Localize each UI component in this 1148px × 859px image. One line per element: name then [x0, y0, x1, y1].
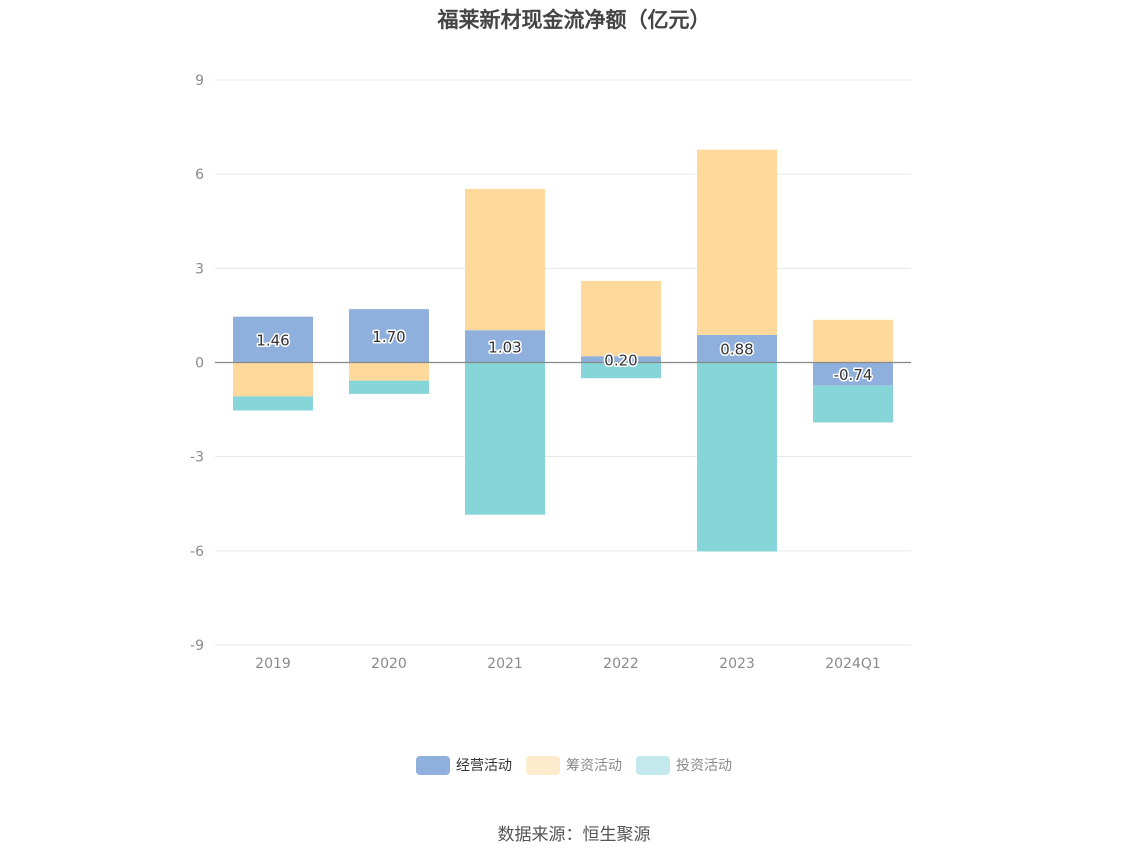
- legend-item-investing[interactable]: 投资活动: [636, 755, 732, 775]
- bar-operating: [813, 362, 893, 386]
- x-tick-label: 2022: [603, 656, 639, 672]
- data-label-operating: 0.20: [604, 351, 637, 369]
- bar-financing: [581, 280, 661, 357]
- chart-svg: 9 6 3 0 -3 -6 -9 2019 2020 2021 2022 2023 2024Q1 1.46…: [190, 73, 911, 672]
- bar-financing: [465, 188, 545, 331]
- x-tick-label: 2021: [487, 656, 523, 672]
- y-tick-label: 3: [195, 261, 204, 277]
- bar-financing: [349, 362, 429, 381]
- legend-swatch-financing: [526, 755, 560, 775]
- data-label-operating: 1.70: [372, 328, 405, 346]
- x-tick-label: 2020: [371, 656, 407, 672]
- data-label-operating: 1.46: [256, 332, 289, 350]
- x-tick-label: 2023: [719, 656, 755, 672]
- data-source: 数据来源：恒生聚源: [497, 825, 651, 845]
- data-label-operating: 0.88: [720, 341, 753, 359]
- legend-label-financing: 筹资活动: [566, 758, 622, 774]
- legend-item-financing[interactable]: 筹资活动: [526, 755, 622, 775]
- y-tick-label: -6: [190, 544, 204, 560]
- bar-financing: [813, 319, 893, 363]
- legend-swatch-investing: [636, 755, 670, 775]
- bar-operating: [581, 356, 661, 363]
- bar-operating: [233, 316, 313, 363]
- data-label-operating: -0.74: [834, 366, 873, 384]
- bar-financing: [697, 149, 777, 335]
- y-tick-label: 6: [195, 167, 204, 183]
- legend-label-investing: 投资活动: [676, 758, 732, 774]
- bar-investing: [581, 362, 661, 379]
- chart-legend: 经营活动 筹资活动 投资活动: [0, 755, 1148, 775]
- y-tick-label: -9: [190, 638, 204, 654]
- bar-financing: [233, 362, 313, 397]
- bar-investing: [697, 362, 777, 552]
- bar-investing: [813, 385, 893, 423]
- bar-operating: [349, 309, 429, 363]
- bar-investing: [465, 362, 545, 515]
- x-tick-label: 2024Q1: [825, 656, 881, 672]
- bar-investing: [349, 380, 429, 394]
- bar-operating: [465, 330, 545, 363]
- x-tick-label: 2019: [255, 656, 291, 672]
- data-label-operating: 1.03: [488, 338, 521, 356]
- legend-label-operating: 经营活动: [456, 758, 512, 774]
- legend-swatch-operating: [416, 755, 450, 775]
- bar-operating: [697, 334, 777, 363]
- y-tick-label: 0: [195, 356, 204, 372]
- chart-title: 福莱新材现金流净额（亿元）: [437, 8, 711, 32]
- y-tick-label: 9: [195, 73, 204, 89]
- legend-item-operating[interactable]: 经营活动: [416, 755, 512, 775]
- bar-investing: [233, 396, 313, 411]
- y-tick-label: -3: [190, 450, 204, 466]
